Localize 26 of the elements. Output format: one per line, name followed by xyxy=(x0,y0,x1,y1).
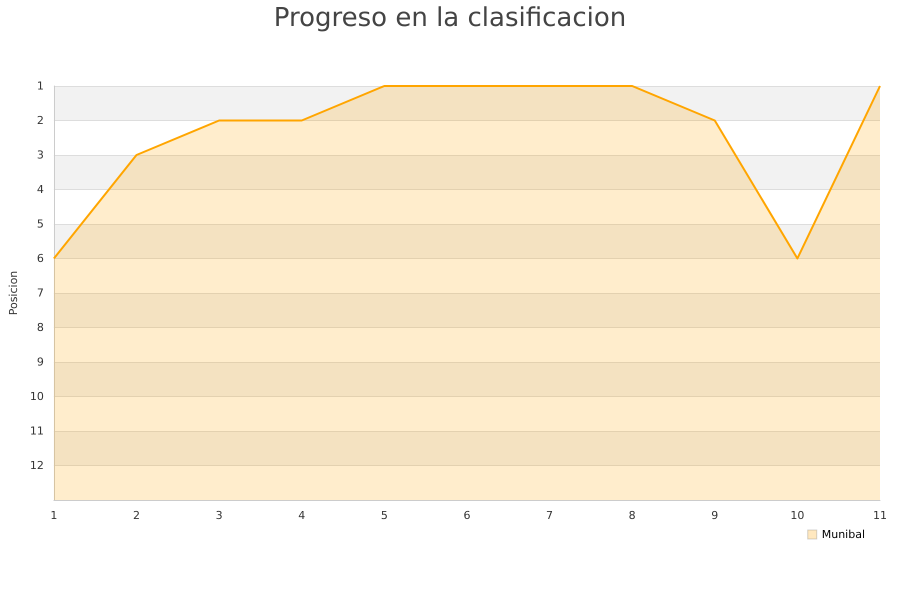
x-tick-label: 1 xyxy=(50,509,58,522)
chart-title: Progreso en la clasificacion xyxy=(274,3,626,33)
y-tick-label: 10 xyxy=(30,390,44,403)
y-tick-label: 6 xyxy=(36,252,44,265)
x-tick-label: 5 xyxy=(380,509,388,522)
legend-label: Munibal xyxy=(822,528,866,541)
x-tick-label: 4 xyxy=(298,509,306,522)
y-tick-label: 5 xyxy=(36,218,44,230)
y-tick-label: 11 xyxy=(30,424,44,438)
y-tick-label: 4 xyxy=(36,183,44,196)
x-tick-label: 6 xyxy=(463,509,470,522)
y-tick-label: 7 xyxy=(36,286,44,300)
x-tick-label: 11 xyxy=(873,509,887,522)
y-axis-title: Posicion xyxy=(7,270,20,316)
y-tick-label: 3 xyxy=(36,148,44,162)
x-tick-label: 9 xyxy=(711,509,718,522)
y-tick-label: 12 xyxy=(30,459,44,472)
x-tick-label: 8 xyxy=(628,509,636,522)
y-tick-label: 9 xyxy=(36,356,44,368)
x-tick-label: 10 xyxy=(790,509,804,522)
x-tick-label: 2 xyxy=(133,509,140,522)
y-tick-label: 1 xyxy=(36,80,44,92)
x-tick-label: 3 xyxy=(216,509,223,522)
y-tick-label: 2 xyxy=(36,114,44,127)
y-tick-label: 8 xyxy=(36,321,44,334)
x-tick-label: 7 xyxy=(546,509,554,522)
